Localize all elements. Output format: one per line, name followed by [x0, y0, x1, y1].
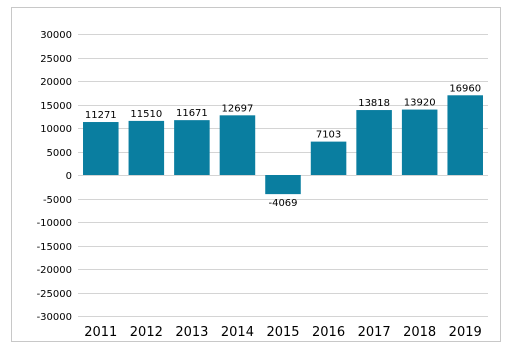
y-tick-label: -20000 [37, 265, 72, 276]
y-axis-ticks: 30000 25000 20000 15000 10000 5000 0 -5000 -1000… [37, 30, 72, 323]
y-tick-label: 25000 [40, 54, 72, 65]
y-tick-label: -30000 [37, 312, 72, 323]
data-label: 13818 [358, 98, 390, 109]
bar-2012 [128, 120, 165, 175]
data-labels: 11271 11510 11671 12697 -4069 7103 13818 13920 1… [85, 83, 481, 209]
x-tick-label: 2013 [175, 325, 208, 340]
y-tick-label: -10000 [37, 218, 72, 229]
bar-2015 [265, 175, 301, 195]
y-tick-label: 30000 [40, 30, 72, 41]
y-tick-label: -15000 [37, 242, 72, 253]
bar-2017 [356, 110, 392, 175]
bar-2019 [447, 95, 483, 175]
data-label: 12697 [222, 103, 254, 114]
bar-2016 [310, 141, 347, 175]
x-tick-label: 2019 [449, 325, 482, 340]
data-label: 16960 [449, 83, 481, 94]
data-label: 13920 [404, 98, 436, 109]
bar-2013 [174, 120, 210, 175]
bar-2011 [83, 122, 119, 175]
y-tick-label: -25000 [37, 289, 72, 300]
data-label: 11510 [130, 109, 162, 120]
bar-2018 [401, 109, 438, 175]
y-tick-label: 5000 [47, 148, 72, 159]
x-tick-label: 2014 [221, 325, 254, 340]
data-label: 11671 [176, 108, 208, 119]
y-tick-label: 0 [66, 171, 72, 182]
y-tick-label: 20000 [40, 77, 72, 88]
x-tick-label: 2011 [84, 325, 117, 340]
x-tick-label: 2018 [403, 325, 436, 340]
x-tick-label: 2017 [358, 325, 391, 340]
x-tick-label: 2015 [266, 325, 299, 340]
data-label: 7103 [316, 130, 341, 141]
x-axis-ticks: 2011 2012 2013 2014 2015 2016 2017 2018 2019 [84, 325, 482, 340]
bar-2014 [219, 115, 256, 175]
x-tick-label: 2012 [130, 325, 163, 340]
bars [83, 95, 483, 195]
y-tick-label: 15000 [40, 101, 72, 112]
data-label: -4069 [268, 198, 297, 209]
y-tick-label: -5000 [43, 195, 72, 206]
x-tick-label: 2016 [312, 325, 345, 340]
data-label: 11271 [85, 110, 117, 121]
y-tick-label: 10000 [40, 124, 72, 135]
